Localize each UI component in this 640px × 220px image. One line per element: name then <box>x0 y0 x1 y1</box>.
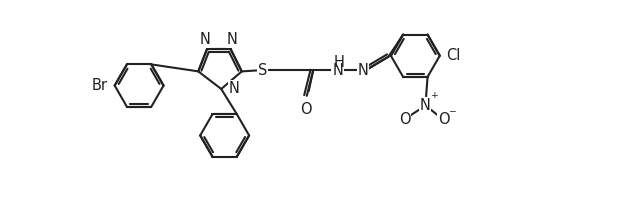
Text: S: S <box>258 63 267 78</box>
Text: Cl: Cl <box>446 48 461 63</box>
Text: N: N <box>358 63 369 78</box>
Text: N: N <box>229 81 240 96</box>
Text: Br: Br <box>92 78 108 93</box>
Text: O: O <box>399 112 410 127</box>
Text: N: N <box>200 32 211 48</box>
Text: $\mathregular{^+}$: $\mathregular{^+}$ <box>429 92 439 105</box>
Text: O: O <box>438 112 449 127</box>
Text: $\mathregular{^-}$: $\mathregular{^-}$ <box>447 108 458 121</box>
Text: N: N <box>332 63 343 78</box>
Text: N: N <box>227 32 238 48</box>
Text: H: H <box>333 55 344 70</box>
Text: O: O <box>300 102 312 117</box>
Text: N: N <box>420 98 431 113</box>
